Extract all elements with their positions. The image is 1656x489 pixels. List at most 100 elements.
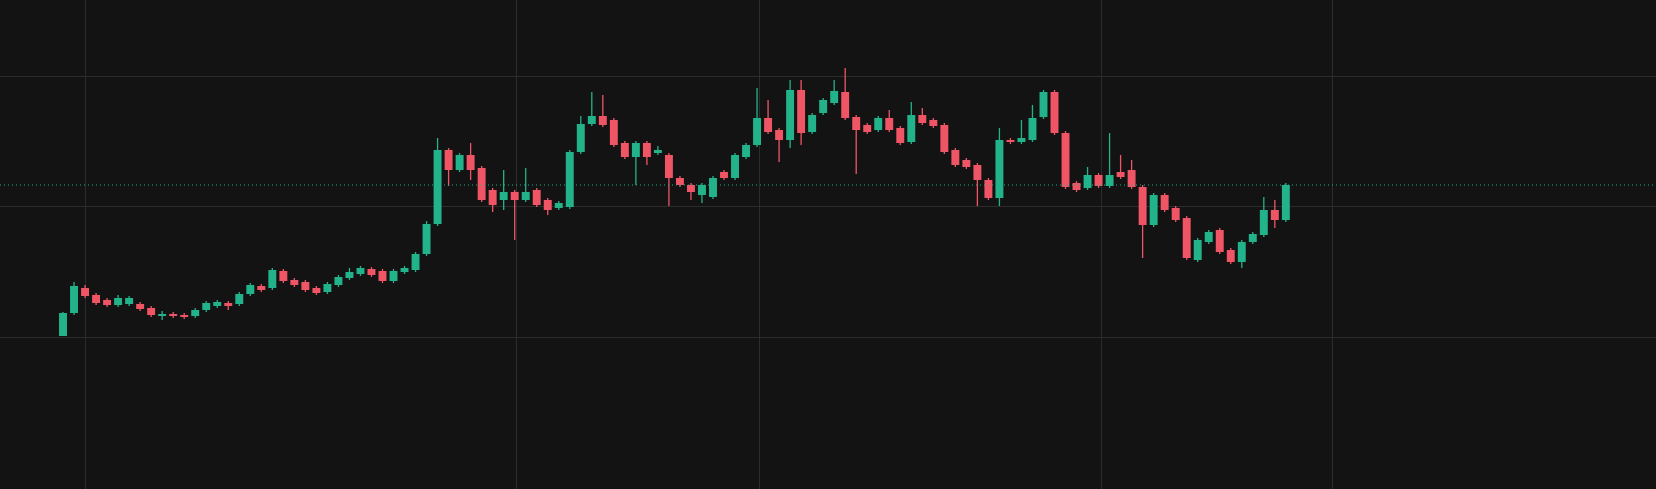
candle-body: [367, 269, 376, 275]
candle-body: [576, 124, 585, 152]
candle-body: [698, 185, 706, 195]
candle-body: [764, 118, 773, 132]
candle-body: [1171, 208, 1180, 220]
candle-body: [510, 192, 519, 200]
candle-body: [1105, 175, 1114, 186]
candle-body: [125, 298, 134, 304]
candle-body: [1094, 175, 1103, 186]
candle-body: [874, 118, 883, 130]
candle-body: [731, 155, 739, 178]
candle-body: [775, 130, 784, 140]
candle-body: [951, 150, 960, 165]
candle-body: [797, 90, 806, 133]
candle-body: [246, 285, 255, 294]
candle-body: [433, 150, 442, 224]
candle-body: [631, 143, 640, 157]
candle-body: [1116, 172, 1125, 177]
candle-body: [819, 100, 828, 113]
candle-body: [213, 302, 222, 306]
candle-body: [808, 115, 817, 132]
candle-body: [1083, 175, 1092, 188]
candle-body: [720, 172, 728, 178]
candle-body: [675, 178, 684, 185]
candle-body: [477, 168, 486, 200]
candle-body: [620, 143, 629, 157]
candle-body: [565, 152, 574, 207]
candle-body: [896, 128, 905, 143]
candle-body: [334, 277, 343, 285]
candle-body: [444, 150, 453, 170]
candle-body: [918, 115, 927, 123]
candle-body: [1072, 183, 1081, 190]
candle-body: [598, 116, 607, 125]
candle-body: [1270, 210, 1279, 220]
candle-body: [885, 118, 894, 130]
candle-body: [279, 271, 288, 281]
candle-body: [995, 140, 1004, 198]
candle-body: [180, 315, 189, 317]
candle-body: [841, 92, 850, 118]
candle-body: [345, 272, 354, 278]
candle-body: [1149, 195, 1158, 225]
candle-body: [158, 314, 167, 316]
candle-body: [136, 304, 145, 309]
candle-body: [1028, 118, 1037, 140]
candle-body: [103, 300, 112, 305]
candle-body: [962, 160, 971, 167]
candle-body: [312, 288, 321, 293]
candle-body: [929, 120, 938, 126]
candle-body: [863, 125, 872, 132]
candle-body: [653, 150, 662, 153]
candle-body: [543, 200, 552, 210]
candle-body: [1006, 140, 1015, 142]
candle-body: [1237, 242, 1246, 262]
candle-body: [1215, 230, 1224, 252]
candle-body: [609, 120, 618, 145]
candle-body: [323, 284, 332, 292]
candle-body: [587, 116, 596, 124]
candle-body: [378, 271, 387, 281]
candle-body: [455, 155, 464, 170]
candle-body: [1160, 195, 1169, 210]
candle-body: [709, 178, 717, 197]
candle-body: [1226, 250, 1235, 262]
candle-body: [1204, 232, 1213, 242]
candle-body: [940, 125, 949, 152]
candle-body: [1182, 218, 1191, 258]
candle-body: [830, 91, 839, 103]
candle-body: [1127, 170, 1136, 187]
candle-body: [642, 143, 651, 157]
candle-body: [1050, 92, 1059, 133]
candle-body: [852, 117, 861, 130]
candle-body: [400, 268, 409, 272]
candle-body: [114, 298, 123, 305]
candle-body: [686, 185, 695, 192]
candle-body: [191, 310, 200, 316]
candle-body: [1259, 210, 1268, 235]
candle-body: [389, 271, 398, 281]
candle-body: [1017, 138, 1026, 142]
candle-body: [1248, 234, 1257, 242]
candle-body: [1193, 240, 1202, 260]
candle-body: [664, 155, 673, 178]
candle-body: [521, 192, 530, 200]
candle-body: [169, 314, 178, 316]
candle-body: [1039, 92, 1048, 117]
candle-body: [147, 308, 156, 315]
candle-body: [973, 165, 982, 180]
candle-body: [301, 282, 310, 290]
candle-body: [984, 180, 993, 198]
candle-body: [268, 270, 277, 288]
candle-body: [235, 294, 244, 304]
candle-body: [422, 224, 431, 254]
candle-body: [554, 203, 563, 208]
candle-body: [70, 286, 78, 313]
candle-body: [257, 286, 266, 290]
candle-body: [1281, 185, 1290, 220]
candle-body: [742, 145, 751, 157]
candle-body: [488, 190, 497, 205]
candle-body: [753, 118, 762, 145]
candle-body: [290, 280, 299, 285]
